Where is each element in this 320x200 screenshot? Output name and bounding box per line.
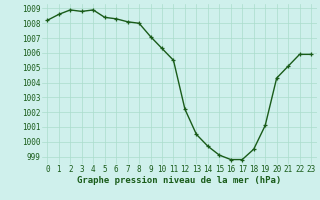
X-axis label: Graphe pression niveau de la mer (hPa): Graphe pression niveau de la mer (hPa) [77, 176, 281, 185]
